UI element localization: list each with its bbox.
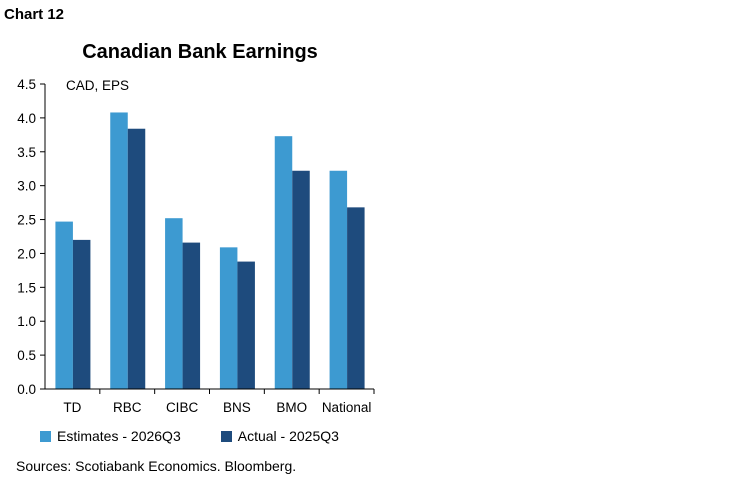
bar-estimates-td: [55, 221, 73, 389]
y-tick-label: 0.0: [17, 382, 36, 397]
x-tick-label: RBC: [113, 400, 142, 415]
legend-swatch-estimates: [40, 430, 51, 442]
legend-label-estimates: Estimates - 2026Q3: [57, 428, 181, 444]
x-tick-label: BMO: [276, 400, 307, 415]
bar-estimates-national: [329, 170, 348, 389]
source-note: Sources: Scotiabank Economics. Bloomberg…: [16, 458, 297, 474]
y-tick-label: 2.0: [17, 246, 36, 261]
bar-estimates-rbc: [110, 112, 128, 389]
legend-item-estimates: Estimates - 2026Q3: [40, 428, 181, 444]
bar-actual-bns: [237, 261, 255, 389]
bar-actual-td: [72, 239, 91, 389]
y-tick-label: 0.5: [17, 348, 36, 363]
unit-label: CAD, EPS: [66, 78, 129, 93]
bar-actual-national: [347, 207, 365, 389]
y-tick-label: 3.0: [17, 179, 36, 194]
bar-actual-bmo: [292, 170, 310, 389]
x-tick-label: BNS: [223, 400, 251, 415]
y-tick-label: 3.5: [17, 145, 36, 160]
x-tick-label: National: [322, 400, 372, 415]
bar-actual-rbc: [127, 128, 146, 389]
y-tick-label: 1.5: [17, 280, 36, 295]
legend-label-actual: Actual - 2025Q3: [237, 428, 339, 444]
legend: Estimates - 2026Q3 Actual - 2025Q3: [40, 428, 339, 444]
bar-actual-cibc: [182, 242, 201, 389]
y-tick-label: 4.0: [17, 111, 36, 126]
legend-swatch-actual: [220, 430, 232, 442]
legend-item-actual: Actual - 2025Q3: [220, 428, 339, 444]
y-tick-label: 2.5: [17, 213, 36, 228]
y-tick-label: 1.0: [17, 314, 36, 329]
bar-estimates-cibc: [165, 218, 183, 389]
bar-estimates-bmo: [274, 136, 293, 389]
chart-title: Canadian Bank Earnings: [82, 41, 318, 63]
y-tick-label: 4.5: [17, 77, 36, 92]
x-tick-label: CIBC: [166, 400, 199, 415]
x-tick-label: TD: [63, 400, 81, 415]
bar-estimates-bns: [219, 247, 238, 389]
chart-label: Chart 12: [4, 6, 65, 23]
